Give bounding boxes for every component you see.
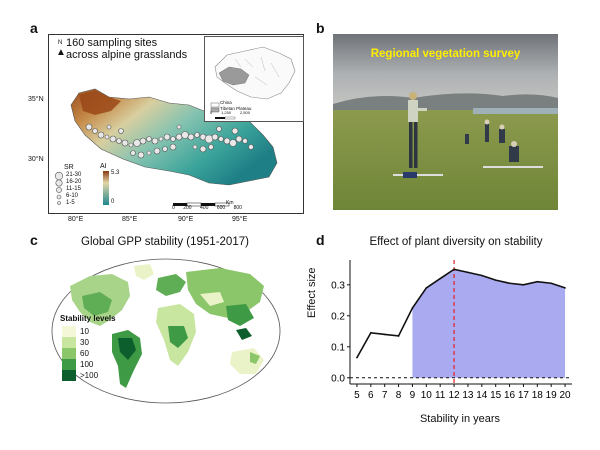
y-tick-label: 0.3 xyxy=(331,280,345,291)
stability-legend-swatches xyxy=(62,326,76,381)
ai-max: 5.3 xyxy=(111,170,120,176)
x-tick-label: 14 xyxy=(476,390,488,401)
chart-title: Effect of plant diversity on stability xyxy=(369,236,543,248)
world-map xyxy=(50,256,282,406)
data-point xyxy=(411,307,414,309)
x-tick-label: 20 xyxy=(560,390,572,401)
x-tick-label: 5 xyxy=(354,390,360,401)
panel-d-letter: d xyxy=(316,232,325,248)
data-point xyxy=(508,282,511,285)
inset-legend-china: China xyxy=(220,100,232,105)
data-point xyxy=(494,279,497,281)
ai-colorbar xyxy=(103,171,109,205)
data-point xyxy=(550,282,552,285)
x-tick-label: 8 xyxy=(396,390,402,401)
effect-chart: 0.0 0.1 0.2 0.3 5 6 7 8 9 10 11 12 13 14 15 16 17 18 19 20 xyxy=(331,260,572,401)
lon-label-90: 90°E xyxy=(178,216,194,223)
photo-title: Regional vegetation survey xyxy=(370,48,521,60)
x-tick-label: 15 xyxy=(490,390,502,401)
inset-scale-ticks: 0 1,250 2,500 xyxy=(210,110,250,115)
x-tick-label: 7 xyxy=(382,390,388,401)
survey-photo-svg xyxy=(333,34,558,210)
data-point xyxy=(467,271,469,274)
data-point xyxy=(453,268,455,271)
x-tick-label: 16 xyxy=(504,390,516,401)
x-tick-label: 9 xyxy=(410,390,416,401)
data-point xyxy=(397,335,400,337)
panel-c-letter: c xyxy=(30,232,38,248)
sampling-sites xyxy=(85,123,254,159)
north-label: N xyxy=(58,40,63,46)
sr-legend: 21-30 16-20 11-15 6-10 1-5 xyxy=(66,172,82,206)
ai-title: AI xyxy=(100,163,107,170)
x-tick-label: 13 xyxy=(462,390,474,401)
lat-label-35: 35°N xyxy=(28,96,44,103)
y-tick-label: 0.0 xyxy=(331,373,345,384)
data-point xyxy=(564,287,566,289)
lon-label-85: 85°E xyxy=(122,216,138,223)
scale-unit: Km xyxy=(226,200,234,206)
x-tick-label: 6 xyxy=(368,390,374,401)
tibet-map-svg xyxy=(54,88,278,207)
data-point xyxy=(356,356,358,359)
china-inset xyxy=(204,36,304,122)
x-tick-label: 19 xyxy=(546,390,558,401)
x-tick-label: 17 xyxy=(518,390,530,401)
north-arrow-icon: ▲ xyxy=(56,47,66,58)
panel-a-letter: a xyxy=(30,20,38,36)
stability-legend-title: Stability levels xyxy=(60,314,116,323)
survey-photo: Regional vegetation survey xyxy=(333,34,558,210)
lon-label-95: 95°E xyxy=(232,216,248,223)
data-point xyxy=(522,284,525,286)
shaded-region xyxy=(412,269,566,378)
x-axis-label: Stability in years xyxy=(419,413,501,425)
lat-label-30: 30°N xyxy=(28,156,44,163)
data-point xyxy=(439,277,441,280)
x-tick-label: 12 xyxy=(449,390,461,401)
scale-ticks: 0 200 400 600 800 xyxy=(172,205,242,211)
y-tick-label: 0.1 xyxy=(331,342,345,353)
x-tick-label: 11 xyxy=(435,390,446,401)
y-tick-label: 0.2 xyxy=(331,311,345,322)
lon-label-80: 80°E xyxy=(68,216,84,223)
y-axis-label: Effect size xyxy=(306,267,318,318)
data-point xyxy=(481,274,483,277)
x-tick-label: 18 xyxy=(532,390,544,401)
effect-line xyxy=(356,268,566,359)
world-map-title: Global GPP stability (1951-2017) xyxy=(81,236,249,248)
ai-min: 0 xyxy=(111,199,115,205)
map-scale-bar xyxy=(173,202,230,207)
x-tick-label: 10 xyxy=(421,390,433,401)
data-point xyxy=(536,280,539,283)
panel-b-letter: b xyxy=(316,20,325,36)
data-point xyxy=(383,333,386,336)
sr-legend-circles xyxy=(54,171,64,205)
surveyor-figure xyxy=(408,92,427,168)
inset-legend-tp: Tibetan Plateau xyxy=(220,106,252,111)
data-point xyxy=(370,332,372,334)
data-point xyxy=(425,287,428,289)
stability-legend-labels: 10 30 60 100 >100 xyxy=(80,327,99,380)
sr-title: SR xyxy=(64,164,74,171)
china-inset-svg xyxy=(210,46,296,120)
world-map-svg xyxy=(51,258,281,404)
map-caption: 160 sampling sites across alpine grassla… xyxy=(66,37,188,61)
